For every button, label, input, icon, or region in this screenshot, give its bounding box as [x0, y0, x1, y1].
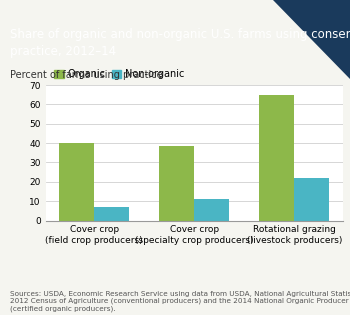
Text: Sources: USDA, Economic Research Service using data from USDA, National Agricult: Sources: USDA, Economic Research Service… [10, 291, 350, 312]
Bar [159, 146, 194, 220]
Bar [94, 207, 129, 220]
Bar [259, 95, 294, 220]
Bar [294, 178, 329, 220]
Text: Share of organic and non-organic U.S. farms using conservation
practice, 2012–14: Share of organic and non-organic U.S. fa… [10, 28, 350, 58]
Text: Percent of farms using practice: Percent of farms using practice [10, 70, 163, 80]
Bar [59, 143, 94, 220]
Bar [194, 199, 229, 220]
Polygon shape [273, 0, 350, 79]
Legend: Organic, Non-organic: Organic, Non-organic [50, 66, 189, 83]
